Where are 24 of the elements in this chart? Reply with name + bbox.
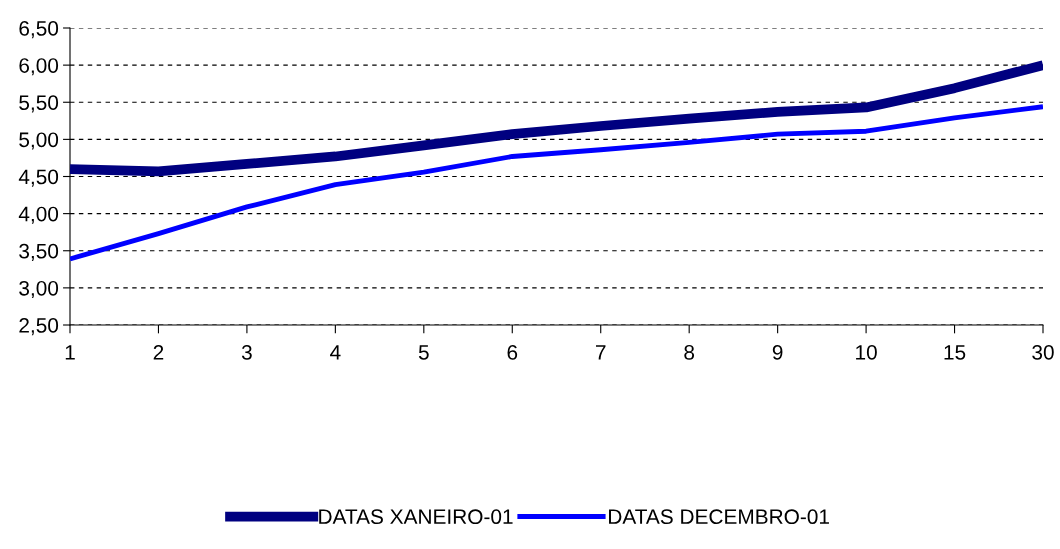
y-tick-label: 3,00 — [19, 280, 59, 299]
x-tick-label: 10 — [856, 344, 877, 360]
x-tick-label: 30 — [1032, 344, 1054, 360]
x-tick-label: 8 — [684, 344, 695, 360]
y-tick-label: 3,50 — [19, 243, 59, 261]
x-tick-label: 1 — [65, 345, 75, 360]
y-tick-label: 5,00 — [19, 132, 59, 150]
x-tick-label: 5 — [418, 345, 429, 360]
x-tick-label: 2 — [153, 344, 164, 360]
x-tick-label: 4 — [330, 345, 341, 360]
y-tick-label: 4,00 — [18, 206, 59, 224]
y-tick-label: 2,50 — [19, 318, 59, 336]
y-tick-label: 5,50 — [19, 95, 59, 113]
x-tick-label: 7 — [596, 345, 606, 360]
legend-label: DATAS XANEIRO-01 — [319, 509, 513, 525]
x-tick-label: 9 — [772, 344, 783, 360]
y-tick-label: 4,50 — [18, 169, 59, 187]
y-tick-label: 6,50 — [19, 21, 59, 39]
x-tick-label: 15 — [944, 345, 966, 360]
x-tick-label: 3 — [241, 344, 252, 360]
x-tick-label: 6 — [507, 344, 518, 360]
y-tick-label: 6,00 — [19, 58, 59, 76]
legend-label: DATAS DECEMBRO-01 — [609, 509, 829, 525]
line-series — [70, 104, 1043, 262]
